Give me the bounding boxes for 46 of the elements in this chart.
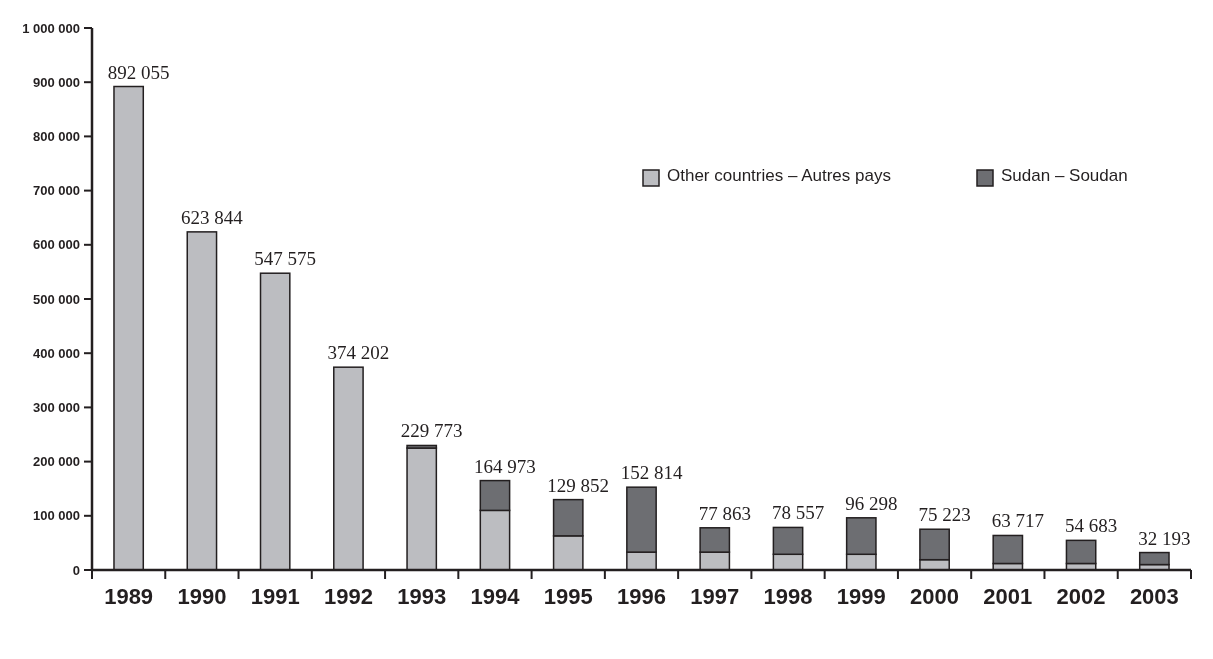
y-tick-label: 200 000 bbox=[33, 454, 80, 470]
y-tick-label: 300 000 bbox=[33, 399, 80, 415]
x-tick-label: 2002 bbox=[1056, 584, 1106, 609]
y-tick-label: 0 bbox=[72, 562, 80, 578]
legend-label: Sudan – Soudan bbox=[1001, 166, 1128, 186]
total-label: 892 055 bbox=[107, 61, 170, 83]
x-tick-label: 1996 bbox=[617, 584, 666, 609]
legend-label: Other countries – Autres pays bbox=[667, 166, 891, 186]
x-tick-label: 1990 bbox=[177, 584, 227, 609]
y-tick-label: 600 000 bbox=[33, 237, 80, 253]
total-label: 32 193 bbox=[1138, 527, 1191, 549]
total-label: 129 852 bbox=[547, 474, 610, 496]
total-label: 78 557 bbox=[771, 502, 825, 524]
total-label: 229 773 bbox=[400, 420, 463, 442]
total-label: 63 717 bbox=[991, 510, 1044, 532]
total-label: 75 223 bbox=[918, 504, 971, 526]
total-label: 164 973 bbox=[474, 455, 536, 477]
bar bbox=[992, 534, 1024, 565]
x-tick-label: 1989 bbox=[104, 584, 154, 609]
x-tick-label: 1991 bbox=[250, 584, 300, 609]
x-tick-label: 1999 bbox=[836, 584, 886, 609]
x-tick-label: 1993 bbox=[397, 584, 447, 609]
total-label: 374 202 bbox=[327, 342, 390, 364]
total-label: 77 863 bbox=[698, 502, 751, 524]
x-tick-label: 1992 bbox=[323, 584, 373, 609]
x-tick-label: 2001 bbox=[983, 584, 1033, 609]
x-tick-label: 1994 bbox=[470, 584, 521, 609]
x-tick-label: 1998 bbox=[763, 584, 813, 609]
bar bbox=[1065, 539, 1097, 565]
total-label: 152 814 bbox=[620, 462, 683, 484]
x-tick-label: 2003 bbox=[1129, 584, 1179, 609]
total-label: 96 298 bbox=[845, 492, 898, 514]
y-tick-label: 400 000 bbox=[33, 345, 80, 361]
y-tick-label: 700 000 bbox=[33, 183, 80, 199]
total-label: 623 844 bbox=[181, 206, 244, 228]
y-tick-label: 800 000 bbox=[33, 128, 80, 144]
total-label: 54 683 bbox=[1064, 515, 1118, 537]
x-tick-label: 1997 bbox=[690, 584, 740, 609]
bar bbox=[1138, 551, 1170, 566]
y-tick-label: 100 000 bbox=[33, 508, 80, 524]
total-label: 547 575 bbox=[254, 248, 317, 270]
x-tick-label: 2000 bbox=[910, 584, 960, 609]
y-tick-label: 1 000 000 bbox=[22, 20, 80, 36]
x-tick-label: 1995 bbox=[543, 584, 593, 609]
y-tick-label: 500 000 bbox=[33, 291, 80, 307]
y-tick-label: 900 000 bbox=[33, 74, 80, 90]
